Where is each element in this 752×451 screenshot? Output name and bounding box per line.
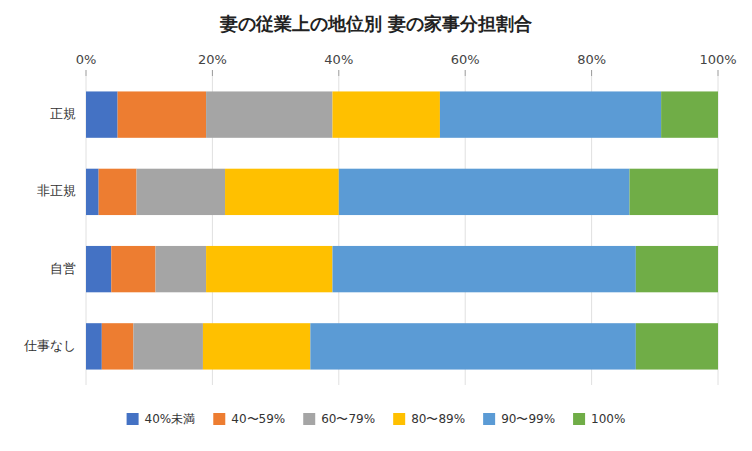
legend-swatch (303, 413, 315, 425)
bar-segment (86, 323, 102, 369)
tick-mark (212, 70, 213, 76)
bar-segment (225, 169, 339, 215)
title: 妻の従業上の地位別 妻の家事分担割合 (219, 13, 532, 34)
legend-item: 40〜59% (213, 412, 285, 426)
y-tick-label: 仕事なし (23, 338, 76, 353)
bar-segment (310, 323, 635, 369)
x-tick-label: 80% (577, 52, 606, 67)
legend-label: 40〜59% (231, 412, 285, 426)
legend-label: 40%未満 (145, 412, 196, 426)
legend-label: 90〜99% (501, 412, 555, 426)
bar-segment (86, 246, 111, 292)
x-tick-label: 20% (198, 52, 227, 67)
x-tick-label: 60% (451, 52, 480, 67)
x-tick-label: 0% (76, 52, 97, 67)
tick-mark (86, 70, 87, 76)
x-tick-label: 100% (699, 52, 736, 67)
legend-item: 40%未満 (127, 412, 196, 426)
tick-mark (591, 70, 592, 76)
legend-label: 80〜89% (411, 412, 465, 426)
legend-item: 100% (573, 412, 625, 426)
bar-segment (332, 91, 439, 137)
bar-segment (99, 169, 137, 215)
legend-item: 90〜99% (483, 412, 555, 426)
grid (86, 76, 718, 385)
tick-mark (465, 70, 466, 76)
legend-swatch (393, 413, 405, 425)
y-tick-label: 自営 (50, 261, 76, 276)
legend-item: 60〜79% (303, 412, 375, 426)
legend-swatch (483, 413, 495, 425)
legend-swatch (573, 413, 585, 425)
bar-segment (206, 91, 332, 137)
bar-segment (630, 169, 718, 215)
tick-mark (338, 70, 339, 76)
legend-item: 80〜89% (393, 412, 465, 426)
y-tick-label: 正規 (50, 106, 76, 121)
legend-swatch (213, 413, 225, 425)
bar-segment (332, 246, 635, 292)
bar-segment (137, 169, 225, 215)
legend-label: 60〜79% (321, 412, 375, 426)
y-tick-label: 非正規 (37, 183, 76, 198)
bar-segment (206, 246, 332, 292)
legend: 40%未満 40〜59% 60〜79% 80〜89% 90〜99% 100% (127, 412, 626, 426)
bar-segment (102, 323, 134, 369)
tick-mark (718, 70, 719, 76)
bar-segment (133, 323, 203, 369)
bar-segment (203, 323, 310, 369)
bar-segment (636, 246, 718, 292)
bar-segment (440, 91, 661, 137)
bar-segment (118, 91, 206, 137)
bar-segment (86, 169, 99, 215)
legend-swatch (127, 413, 139, 425)
bar-segment (661, 91, 718, 137)
bars (86, 91, 718, 369)
bar-segment (339, 169, 630, 215)
x-tick-label: 40% (324, 52, 353, 67)
bar-segment (636, 323, 718, 369)
bar-segment (156, 246, 207, 292)
legend-label: 100% (591, 412, 625, 426)
bar-segment (111, 246, 155, 292)
chart: 妻の従業上の地位別 妻の家事分担割合 0% 20% 40% 60% 80% 100% 正規非正… (0, 0, 752, 451)
bar-segment (86, 91, 118, 137)
